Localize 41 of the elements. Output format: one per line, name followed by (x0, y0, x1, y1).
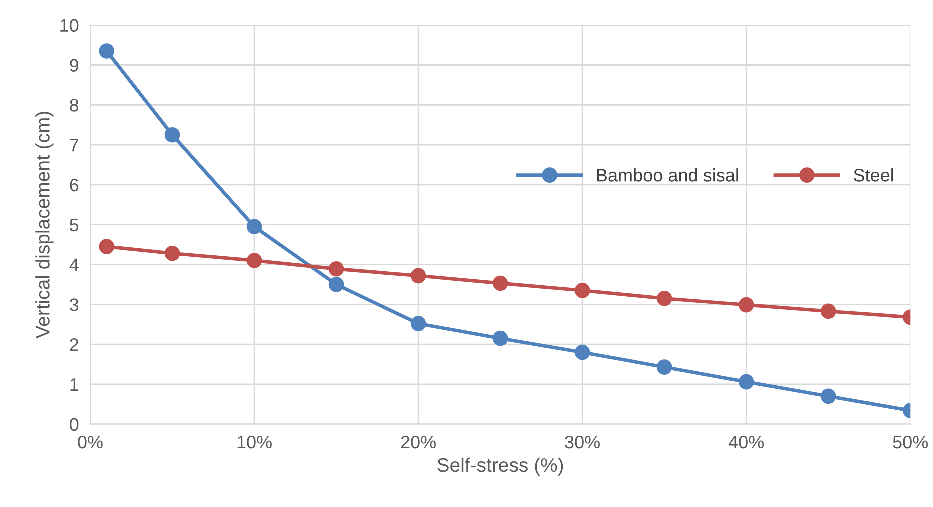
x-tick-label: 0% (78, 436, 103, 449)
x-tick-label: 10% (238, 436, 272, 449)
y-tick-label: 6 (70, 178, 79, 192)
y-tick-label: 5 (70, 218, 79, 232)
point (164, 127, 180, 143)
legend-label: Bamboo and sisal (597, 168, 738, 182)
point (410, 268, 426, 284)
point (246, 253, 262, 268)
point (820, 304, 836, 320)
point (738, 374, 754, 390)
point (164, 246, 180, 262)
point (99, 239, 115, 254)
point (246, 219, 262, 234)
y-tick-label: 4 (70, 258, 79, 272)
point (492, 330, 508, 346)
point (328, 277, 344, 292)
legend-label: Steel (854, 168, 894, 182)
point (99, 44, 115, 59)
x-tick-label: 40% (728, 436, 764, 449)
x-tick-label: 30% (565, 436, 600, 449)
y-tick-label: 8 (70, 99, 79, 112)
y-tick-label: 9 (70, 59, 79, 72)
point (574, 283, 590, 298)
point (410, 316, 426, 332)
y-tick-label: 10 (60, 19, 79, 32)
point (328, 262, 344, 277)
y-tick-label: 2 (70, 338, 78, 352)
y-tick-label: 1 (70, 378, 79, 391)
point (656, 360, 672, 375)
point (820, 388, 836, 404)
x-axis-title: Self-stress (%) (438, 458, 564, 476)
x-tick-label: 50% (893, 436, 928, 449)
y-tick-label: 3 (70, 298, 79, 312)
y-tick-label: 7 (70, 139, 78, 152)
point (656, 291, 672, 306)
y-axis-title: Vertical displacement (cm) (36, 112, 54, 339)
x-tick-label: 20% (401, 436, 436, 449)
point (492, 276, 508, 292)
y-tick-label: 0 (70, 418, 79, 432)
point (574, 344, 590, 360)
point (738, 297, 754, 313)
